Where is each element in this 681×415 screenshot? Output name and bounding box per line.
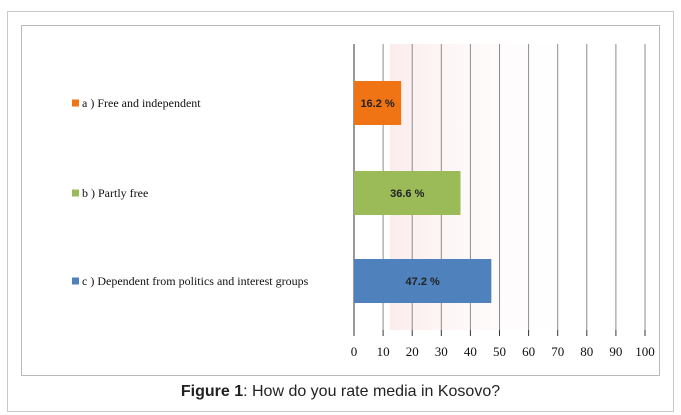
legend-label-1: a ) Free and independent — [82, 96, 201, 110]
x-tick-label-20: 20 — [406, 344, 419, 359]
caption-text: : How do you rate media in Kosovo? — [243, 383, 501, 400]
x-tick-label-40: 40 — [464, 344, 477, 359]
data-label-1: 16.2 % — [360, 98, 394, 110]
bar-2 — [354, 171, 461, 215]
x-tick-label-90: 90 — [609, 344, 622, 359]
bars: 16.2 % 36.6 % 47.2 % — [354, 81, 492, 303]
legend-swatch-1 — [72, 99, 79, 107]
x-tick-label-80: 80 — [580, 344, 593, 359]
data-label-2: 36.6 % — [390, 188, 424, 200]
legend-label-2: b ) Partly free — [82, 186, 148, 200]
figure-caption: Figure 1: How do you rate media in Kosov… — [0, 383, 681, 401]
legend-swatch-2 — [72, 189, 79, 197]
legend-swatch-3 — [72, 277, 79, 285]
x-tick-label-50: 50 — [493, 344, 506, 359]
x-axis: 0 10 20 30 40 50 60 70 80 90 100 — [351, 330, 655, 359]
legend: a ) Free and independent b ) Partly free c… — [72, 96, 309, 288]
data-label-3: 47.2 % — [406, 276, 440, 288]
bar-3 — [354, 259, 492, 303]
x-tick-label-70: 70 — [551, 344, 564, 359]
legend-label-3: c ) Dependent from politics and interest… — [82, 274, 309, 288]
caption-label: Figure 1 — [180, 383, 244, 400]
bar-1 — [354, 81, 402, 125]
x-tick-label-0: 0 — [351, 344, 358, 359]
x-tick-label-100: 100 — [635, 344, 655, 359]
x-tick-label-60: 60 — [522, 344, 535, 359]
x-tick-label-10: 10 — [377, 344, 390, 359]
x-tick-label-30: 30 — [435, 344, 448, 359]
